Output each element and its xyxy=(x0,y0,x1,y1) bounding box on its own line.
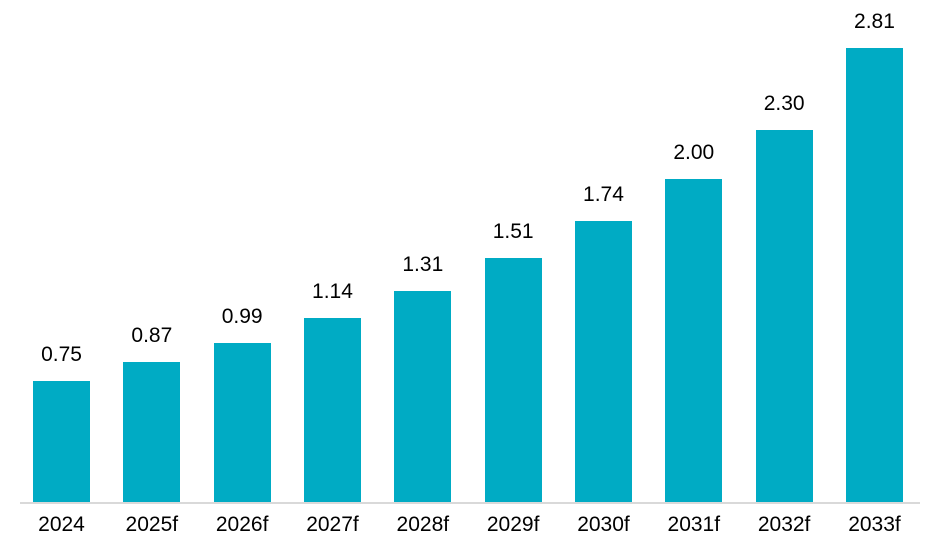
x-axis-tick-label: 2028f xyxy=(396,513,450,536)
x-axis-tick-label: 2027f xyxy=(306,513,359,536)
x-axis-tick-label: 2025f xyxy=(125,513,179,536)
x-axis-tick-label: 2029f xyxy=(486,513,540,536)
x-axis-tick-label: 2033f xyxy=(848,513,901,536)
x-axis-tick-label: 2030f xyxy=(577,513,630,536)
bar-group: 1.31 xyxy=(394,253,452,503)
bar-group: 2.00 xyxy=(665,141,723,503)
bar-value-label: 2.81 xyxy=(854,10,895,33)
x-axis-line xyxy=(20,502,920,504)
bar-value-label: 1.31 xyxy=(402,253,444,276)
bar-group: 1.74 xyxy=(574,183,632,503)
x-axis-tick-label: 2031f xyxy=(667,513,721,536)
bar-value-label: 1.14 xyxy=(312,280,353,303)
bar xyxy=(665,179,723,503)
bar-value-label: 2.30 xyxy=(763,92,805,115)
bar-group: 2.81 xyxy=(845,10,903,503)
bar-group: 0.99 xyxy=(213,305,271,503)
bar-value-label: 1.51 xyxy=(492,220,534,243)
x-axis-tick-label: 2024 xyxy=(38,513,85,536)
bar-group: 1.51 xyxy=(484,220,542,503)
bar-group: 0.75 xyxy=(33,344,90,503)
bar-group: 1.14 xyxy=(303,280,361,503)
bar xyxy=(484,258,542,503)
x-axis-tick-label: 2026f xyxy=(215,513,269,536)
bar-value-label: 0.75 xyxy=(41,343,82,366)
bar-value-label: 0.99 xyxy=(221,305,263,328)
bar xyxy=(755,130,813,503)
bar-value-label: 1.74 xyxy=(583,183,624,206)
bar xyxy=(303,318,361,503)
x-axis-tick-label: 2032f xyxy=(757,513,811,536)
bar-group: 0.87 xyxy=(123,324,181,503)
bar xyxy=(213,343,271,503)
bar-value-label: 0.87 xyxy=(131,324,173,347)
bar-value-label: 2.00 xyxy=(673,141,715,164)
bar xyxy=(574,221,632,503)
bar xyxy=(394,291,452,503)
bar xyxy=(123,362,181,503)
bar xyxy=(33,381,90,503)
bar-group: 2.30 xyxy=(755,92,813,503)
bar xyxy=(845,48,903,503)
